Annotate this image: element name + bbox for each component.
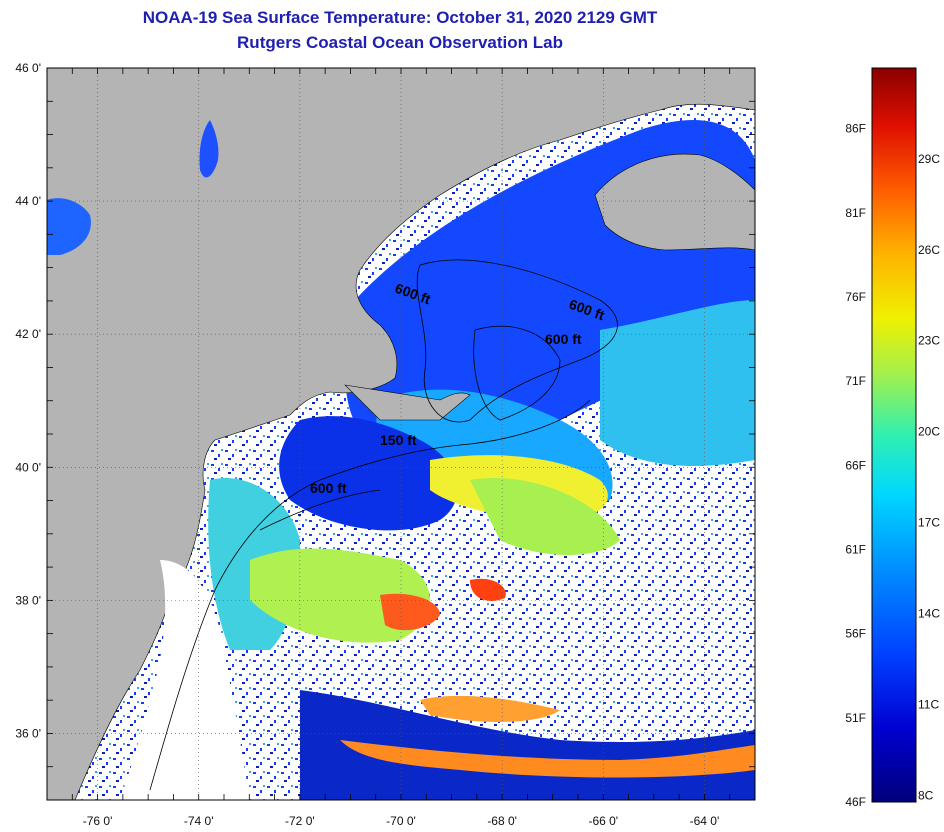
latitude-tick-label: 46 0' xyxy=(15,61,41,75)
latitude-tick-label: 40 0' xyxy=(15,460,41,474)
longitude-tick-label: -66 0' xyxy=(588,814,618,828)
warm-eddy-2 xyxy=(470,578,506,601)
latitude-tick-label: 42 0' xyxy=(15,327,41,341)
longitude-tick-label: -76 0' xyxy=(83,814,113,828)
longitude-tick-label: -74 0' xyxy=(184,814,214,828)
contour-label: 600 ft xyxy=(310,480,347,496)
shelf-water-east xyxy=(600,300,755,466)
map-subtitle: Rutgers Coastal Ocean Observation Lab xyxy=(237,33,563,52)
contour-600ft-south xyxy=(259,489,381,531)
lake-champlain xyxy=(199,120,219,178)
mid-shelf-water xyxy=(279,416,458,531)
contour-label: 600 ft xyxy=(545,331,582,347)
chesapeake-cloud xyxy=(120,560,250,800)
gulf-stream-2 xyxy=(420,695,560,722)
gulf-stream xyxy=(340,740,755,778)
lake-ontario xyxy=(47,198,91,255)
map-ticks xyxy=(46,67,756,801)
latitude-labels: 46 0' 44 0' 42 0' 40 0' 38 0' 36 0' xyxy=(15,61,41,740)
longitude-labels: -76 0' -74 0' -72 0' -70 0' -68 0' -66 0' -64 … xyxy=(83,814,720,828)
contour-label: 150 ft xyxy=(380,432,417,448)
contour-150ft xyxy=(149,399,591,791)
longitude-tick-label: -64 0' xyxy=(690,814,720,828)
latitude-tick-label: 44 0' xyxy=(15,194,41,208)
warm-eddy xyxy=(380,593,440,631)
latitude-tick-label: 36 0' xyxy=(15,726,41,740)
nova-scotia-land xyxy=(594,153,755,251)
warm-filament-2 xyxy=(470,478,620,555)
latitude-tick-label: 38 0' xyxy=(15,593,41,607)
longitude-tick-label: -70 0' xyxy=(386,814,416,828)
longitude-tick-label: -72 0' xyxy=(285,814,315,828)
map-title: NOAA-19 Sea Surface Temperature: October… xyxy=(142,8,658,27)
cape-cod-land xyxy=(344,384,471,421)
longitude-tick-label: -68 0' xyxy=(487,814,517,828)
contour-600ft xyxy=(416,259,618,423)
contour-600ft-inner xyxy=(473,325,561,421)
